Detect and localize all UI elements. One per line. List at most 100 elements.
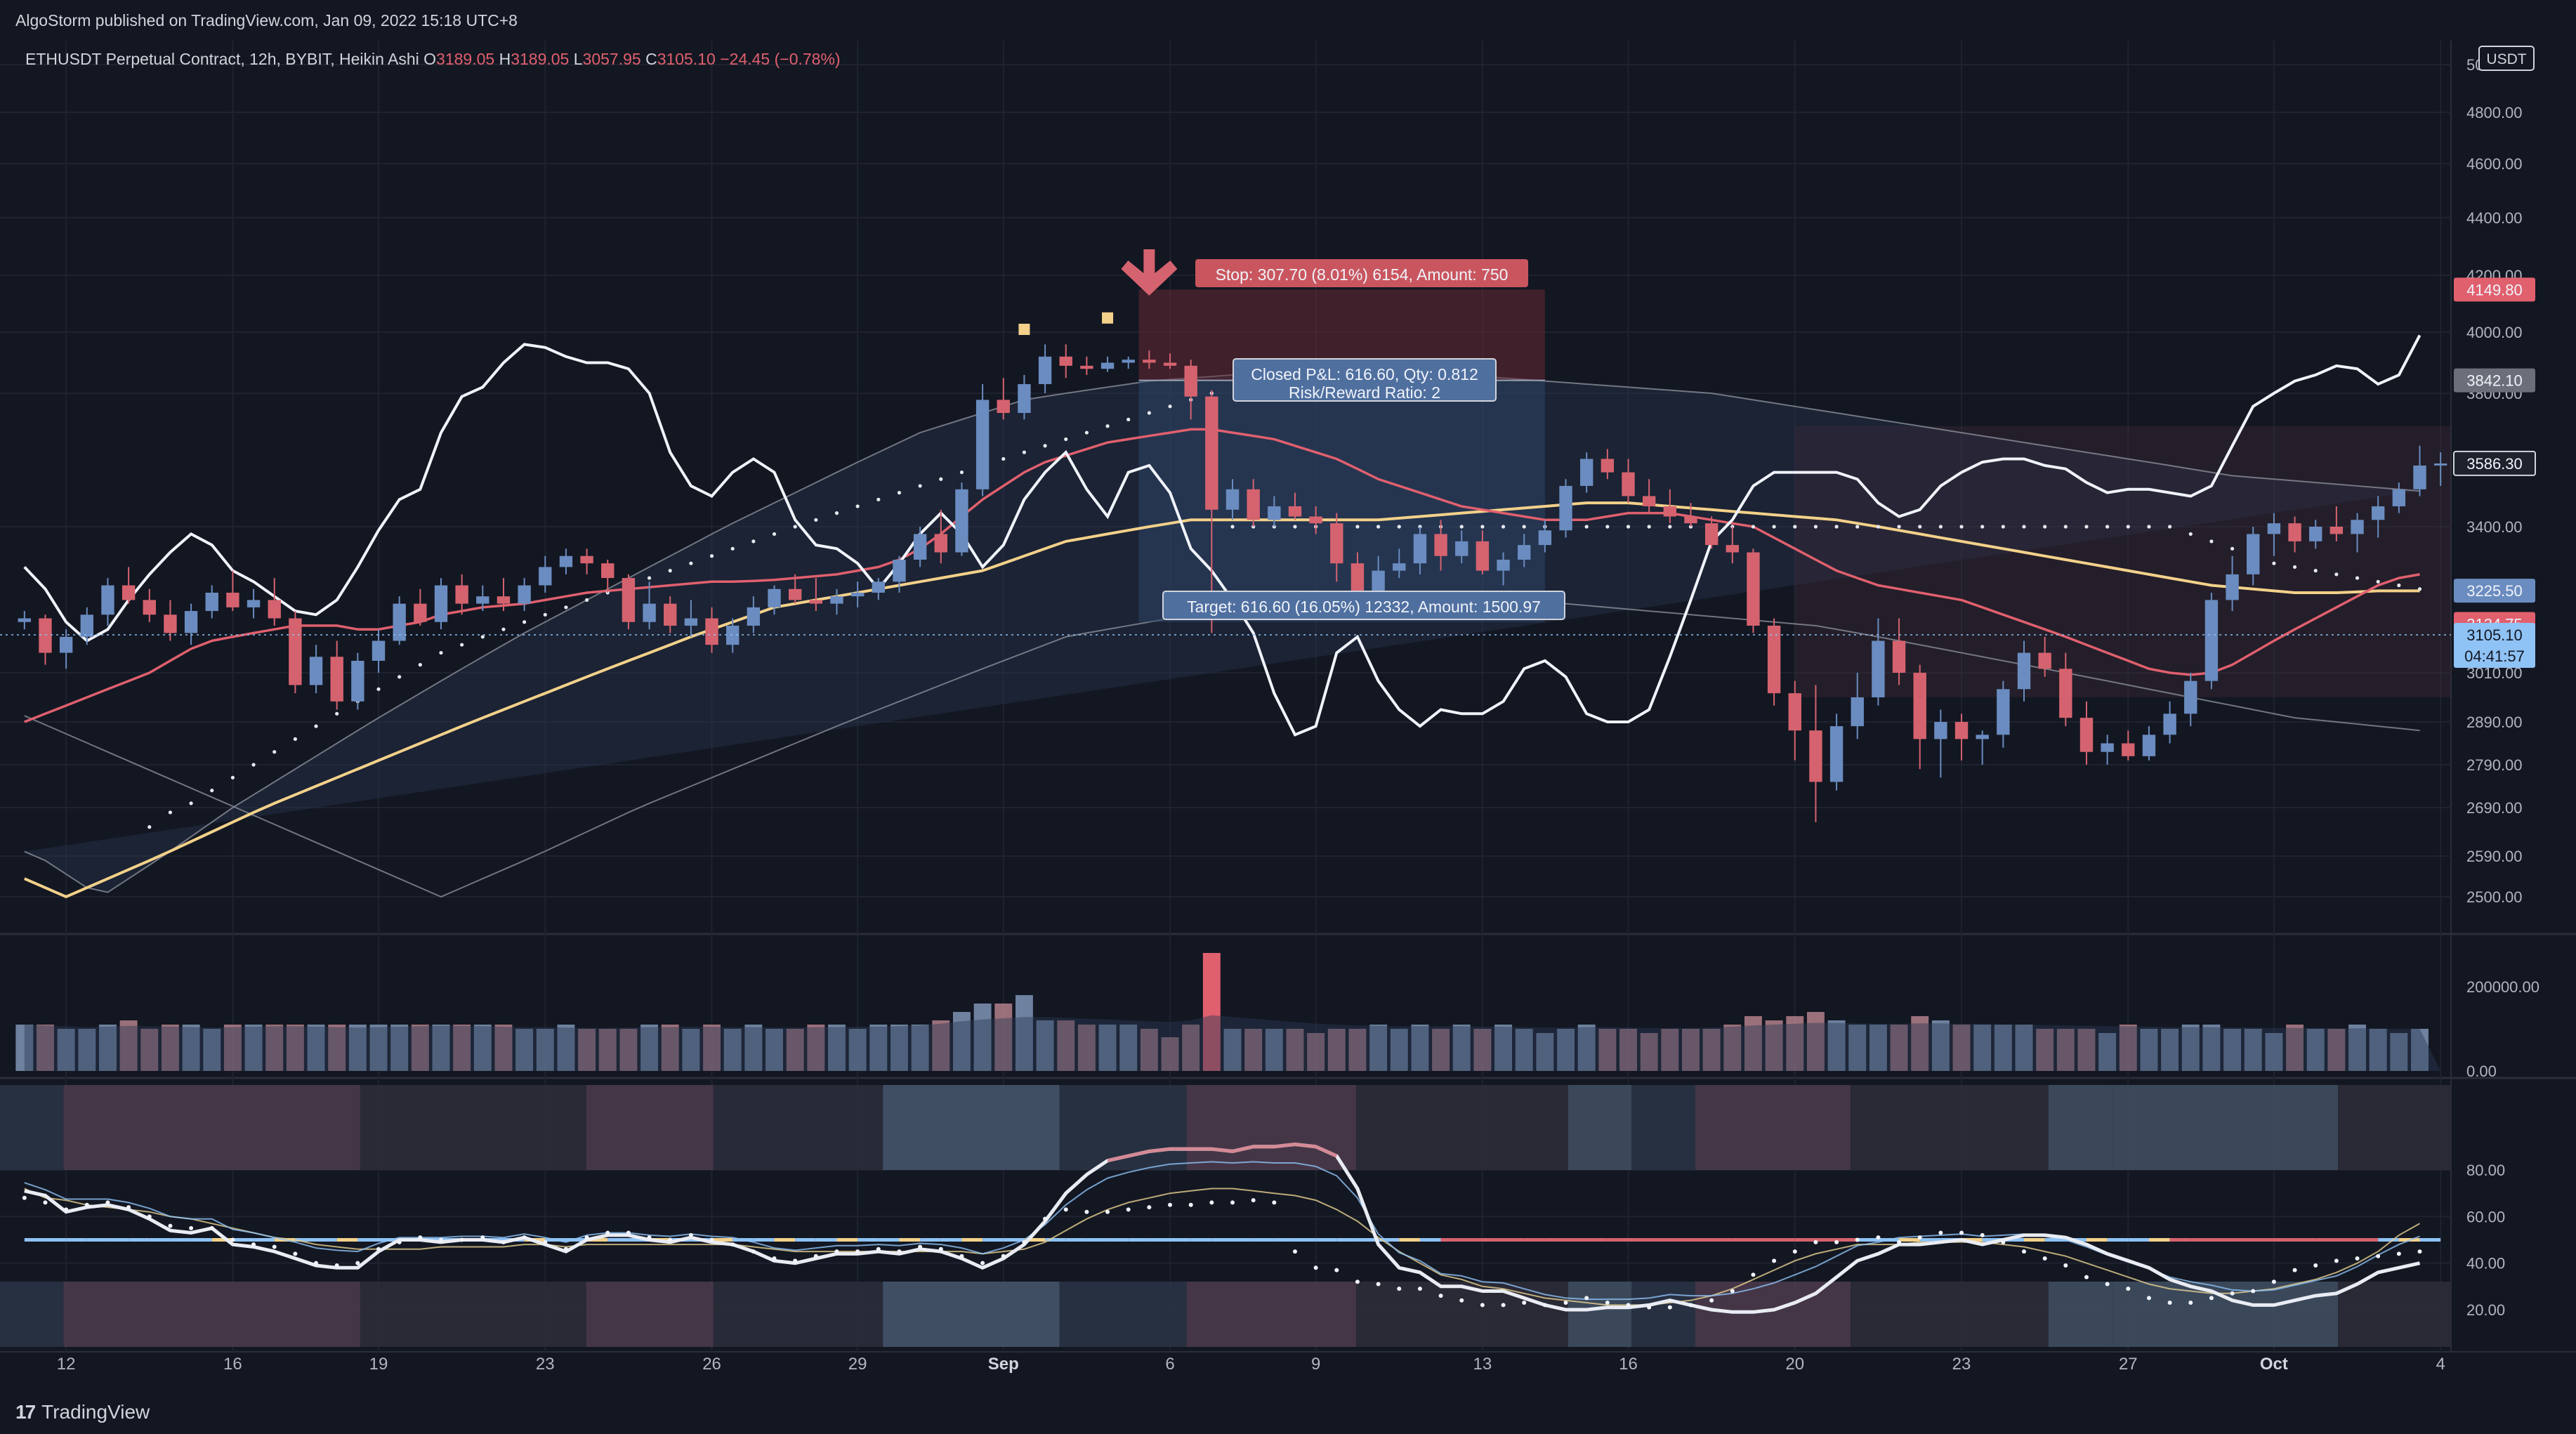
candle-body [497,596,511,604]
time-axis-label: 19 [369,1355,388,1374]
volume-bar [1765,1020,1783,1071]
osc-zone-top [1631,1085,1695,1170]
candle-body [80,614,93,637]
osc-zone-top [1851,1085,2049,1170]
psar-dot [335,711,339,716]
psar-dot [251,763,256,767]
candle-body [59,636,73,653]
candle-body [1726,545,1739,553]
osc-zone-top [360,1085,586,1170]
volume-bar [828,1025,846,1071]
time-axis-label: 20 [1785,1355,1804,1374]
candle-body [372,640,386,661]
candle-body [747,607,761,626]
osc-dot [772,1256,777,1261]
psar-dot [2417,587,2422,591]
candle-body [1538,530,1552,546]
psar-dot [2376,579,2380,584]
candle-body [351,660,364,702]
psar-dot [1751,525,1756,529]
candle-body [18,618,32,622]
candle-body [580,555,593,564]
volume-bar [244,1025,263,1071]
osc-dot [2167,1301,2172,1305]
price-badge-text: 4149.80 [2466,281,2523,298]
candle-body [809,600,823,604]
osc-dot [84,1202,89,1207]
psar-dot [189,801,193,805]
candle-body [1018,383,1031,414]
tv-logo-icon[interactable]: 17 TradingView [15,1401,150,1423]
price-axis-label: 3400.00 [2466,518,2523,536]
osc-dot [2376,1254,2381,1258]
psar-dot [2063,525,2068,529]
psar-dot [1022,450,1027,454]
candle-body [1476,541,1490,571]
osc-zone-bottom [360,1282,586,1347]
volume-bar [307,1025,325,1071]
volume-bar [223,1025,242,1071]
price-badge-countdown: 04:41:57 [2464,647,2525,665]
volume-bar [1307,1033,1325,1071]
candle-body [1434,534,1447,556]
osc-dot [1501,1303,1506,1308]
time-axis-label: Oct [2260,1355,2288,1374]
target-label [1162,591,1565,620]
volume-bar [911,1025,929,1071]
psar-dot [2230,546,2235,551]
candle-body [2372,506,2385,520]
psar-dot [564,605,568,610]
candle-body [1100,362,1115,369]
psar-dot [210,789,214,793]
osc-dot [2042,1256,2047,1261]
osc-dot [1647,1305,1652,1310]
psar-dot [1397,525,1401,529]
psar-dot [647,576,652,580]
candle-body [1747,552,1760,626]
osc-dot [126,1205,131,1210]
target-label-text: Target: 616.60 (16.05%) 12332, Amount: 1… [1187,598,1541,616]
volume-bar [703,1025,721,1071]
osc-dot [1168,1202,1173,1207]
candle-body [2101,743,2114,752]
candle-body [1767,625,1781,694]
volume-bar [578,1029,596,1071]
osc-dot [605,1230,610,1235]
candle-body [143,600,156,615]
psar-dot [897,491,902,495]
osc-zone-bottom [1851,1282,2049,1347]
volume-bar [78,1029,96,1071]
psar-dot [2147,525,2151,529]
osc-dot [1043,1216,1048,1221]
psar-dot [1918,525,1922,529]
osc-dot [1251,1198,1256,1203]
candle-body [1829,726,1844,782]
psar-dot [1855,525,1860,529]
volume-bar [2202,1025,2221,1071]
time-axis-label: 13 [1473,1355,1492,1374]
volume-bar [1286,1029,1304,1071]
candle-body [559,555,573,567]
price-badge-text: 3586.30 [2466,455,2523,473]
candle-body [1579,459,1593,486]
psar-dot [1043,444,1047,448]
volume-bar [1536,1033,1554,1071]
psar-dot [1605,525,1610,529]
osc-dot [980,1261,985,1265]
psar-dot [418,663,422,667]
psar-dot [460,643,464,647]
osc-dot [1688,1303,1693,1308]
osc-dot [647,1235,652,1240]
volume-bar [2140,1029,2158,1071]
osc-dot [1938,1230,1943,1235]
osc-zone-bottom [713,1282,883,1347]
candle-body [2163,713,2176,735]
price-badge [2454,579,2535,603]
osc-dot [1772,1258,1777,1263]
candle-body [1143,360,1156,363]
candle-body [455,585,468,604]
osc-dot [1480,1303,1485,1308]
price-badge-text: 3105.10 [2466,626,2523,644]
psar-dot [1480,525,1485,529]
